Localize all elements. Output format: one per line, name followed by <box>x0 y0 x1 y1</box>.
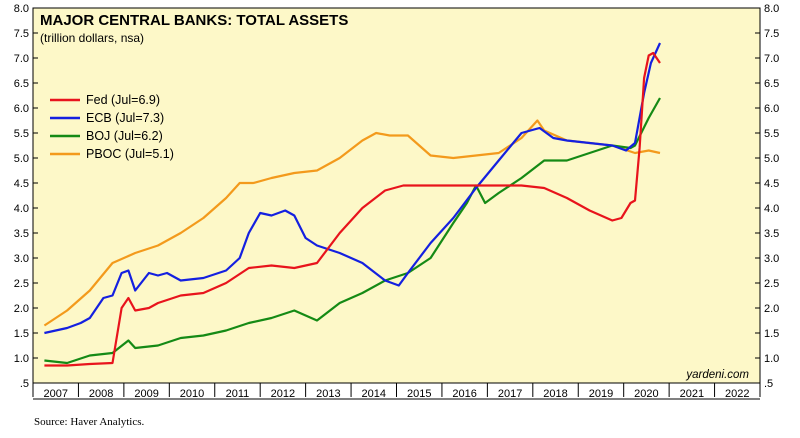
y-tick-label-left: 5.5 <box>14 128 29 140</box>
y-tick-label-left: 3.0 <box>14 253 29 265</box>
x-tick-label: 2011 <box>226 388 250 400</box>
plot-area <box>32 7 761 384</box>
y-tick-label-left: 2.0 <box>14 303 29 315</box>
y-tick-label-right: 8.0 <box>764 3 779 15</box>
legend-label-fed: Fed (Jul=6.9) <box>86 93 160 107</box>
x-tick-label: 2020 <box>634 388 658 400</box>
x-tick-label: 2014 <box>362 388 386 400</box>
source-note: Source: Haver Analytics. <box>34 416 145 428</box>
legend: Fed (Jul=6.9) ECB (Jul=7.3) BOJ (Jul=6.2) P… <box>50 93 174 161</box>
x-tick-label: 2017 <box>498 388 522 400</box>
y-tick-label-right: 2.5 <box>764 278 779 290</box>
y-tick-label-right: 4.5 <box>764 178 779 190</box>
y-tick-label-left: 2.5 <box>14 278 29 290</box>
x-tick-label: 2021 <box>680 388 704 400</box>
y-tick-label-left: 4.0 <box>14 203 29 215</box>
y-tick-label-left: 7.5 <box>14 28 29 40</box>
x-tick-label: 2007 <box>43 388 67 400</box>
x-tick-label: 2012 <box>271 388 295 400</box>
x-tick-label: 2016 <box>452 388 476 400</box>
legend-label-pboc: PBOC (Jul=5.1) <box>86 147 174 161</box>
x-tick-label: 2015 <box>407 388 431 400</box>
watermark: yardeni.com <box>685 369 749 381</box>
y-tick-label-left: 6.5 <box>14 78 29 90</box>
y-tick-label-right: 7.0 <box>764 53 779 65</box>
y-tick-label-right: 1.0 <box>764 353 779 365</box>
y-tick-label-right: 2.0 <box>764 303 779 315</box>
series-lines <box>43 42 662 367</box>
x-tick-label: 2009 <box>134 388 158 400</box>
y-axis-right: .5 1.0 1.5 2.0 2.5 3.0 3.5 4.0 4.5 5.0 5.5 6.0 6.5 7.… <box>755 3 779 390</box>
y-tick-label-right: 7.5 <box>764 28 779 40</box>
legend-label-ecb: ECB (Jul=7.3) <box>86 111 164 125</box>
y-tick-label-right: 6.5 <box>764 78 779 90</box>
y-tick-label-left: 4.5 <box>14 178 29 190</box>
y-tick-label-right: 1.5 <box>764 328 779 340</box>
y-tick-label-right: 3.5 <box>764 228 779 240</box>
y-tick-label-right: 5.5 <box>764 128 779 140</box>
x-tick-label: 2008 <box>89 388 113 400</box>
y-tick-label-right: 3.0 <box>764 253 779 265</box>
y-tick-label-left: 5.0 <box>14 153 29 165</box>
series-line-fed <box>44 51 661 367</box>
x-tick-label: 2010 <box>180 388 204 400</box>
y-tick-label-right: 6.0 <box>764 103 779 115</box>
y-tick-label-right: .5 <box>764 378 773 390</box>
x-tick-label: 2022 <box>725 388 749 400</box>
y-tick-label-left: 1.5 <box>14 328 29 340</box>
y-tick-label-right: 5.0 <box>764 153 779 165</box>
x-axis: 2007 2008 2009 2010 2011 2012 2013 2014 2015 2016… <box>32 383 761 400</box>
y-axis-left: .5 1.0 1.5 2.0 2.5 3.0 3.5 4.0 4.5 5.0 5.5 6.0 6.5 7.… <box>14 3 38 390</box>
y-tick-label-left: 7.0 <box>14 53 29 65</box>
chart-subtitle: (trillion dollars, nsa) <box>40 31 144 45</box>
x-tick-label: 2019 <box>589 388 613 400</box>
y-tick-label-left: 8.0 <box>14 3 29 15</box>
chart-title: MAJOR CENTRAL BANKS: TOTAL ASSETS <box>40 12 348 29</box>
y-tick-label-right: 4.0 <box>764 203 779 215</box>
x-tick-label: 2013 <box>316 388 340 400</box>
x-tick-label: 2018 <box>543 388 567 400</box>
y-tick-label-left: 6.0 <box>14 103 29 115</box>
y-tick-label-left: 1.0 <box>14 353 29 365</box>
y-tick-label-left: 3.5 <box>14 228 29 240</box>
series-line-ecb <box>44 42 662 335</box>
y-tick-label-left: .5 <box>20 378 29 390</box>
legend-label-boj: BOJ (Jul=6.2) <box>86 129 163 143</box>
